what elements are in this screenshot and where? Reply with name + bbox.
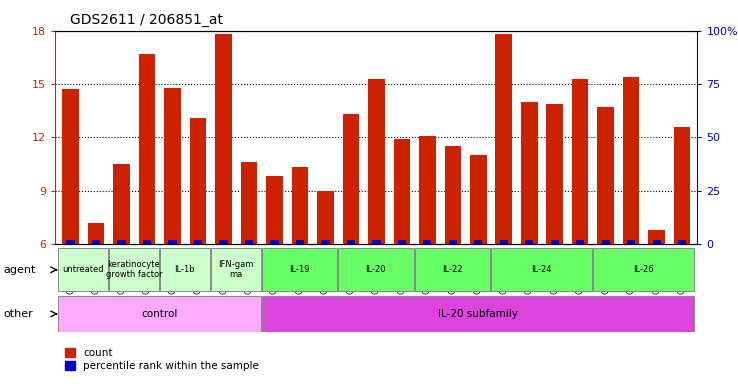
Bar bbox=[521, 102, 537, 244]
Bar bbox=[500, 240, 508, 244]
Bar bbox=[321, 240, 330, 244]
Bar bbox=[419, 136, 435, 244]
Bar bbox=[470, 155, 486, 244]
Bar bbox=[219, 240, 227, 244]
Text: IL-1b: IL-1b bbox=[174, 265, 195, 274]
Bar bbox=[495, 34, 512, 244]
Bar bbox=[593, 248, 694, 291]
Bar bbox=[215, 34, 232, 244]
Bar bbox=[194, 240, 202, 244]
Text: IL-19: IL-19 bbox=[289, 265, 310, 274]
Bar bbox=[393, 139, 410, 244]
Bar bbox=[114, 164, 130, 244]
Bar bbox=[423, 240, 432, 244]
Bar bbox=[678, 240, 686, 244]
Bar bbox=[449, 240, 457, 244]
Bar bbox=[241, 162, 258, 244]
Bar bbox=[368, 79, 384, 244]
Bar bbox=[139, 54, 156, 244]
Legend: count, percentile rank within the sample: count, percentile rank within the sample bbox=[61, 344, 263, 375]
Text: GDS2611 / 206851_at: GDS2611 / 206851_at bbox=[70, 13, 223, 27]
Text: keratinocyte
growth factor: keratinocyte growth factor bbox=[106, 260, 162, 279]
Bar bbox=[168, 240, 176, 244]
Bar bbox=[262, 248, 337, 291]
Bar bbox=[415, 248, 490, 291]
Bar bbox=[601, 240, 610, 244]
Bar bbox=[674, 127, 691, 244]
Bar bbox=[623, 77, 639, 244]
Bar bbox=[576, 240, 584, 244]
Bar bbox=[627, 240, 635, 244]
Bar bbox=[266, 176, 283, 244]
Bar bbox=[62, 89, 79, 244]
Text: IL-22: IL-22 bbox=[442, 265, 463, 274]
Text: IL-26: IL-26 bbox=[633, 265, 654, 274]
Bar bbox=[597, 107, 614, 244]
Bar bbox=[546, 104, 563, 244]
Bar bbox=[109, 248, 159, 291]
Bar bbox=[296, 240, 304, 244]
Bar bbox=[444, 146, 461, 244]
Text: IL-20 subfamily: IL-20 subfamily bbox=[438, 309, 518, 319]
Bar bbox=[270, 240, 279, 244]
Bar bbox=[66, 240, 75, 244]
Bar bbox=[160, 248, 210, 291]
Text: IL-24: IL-24 bbox=[531, 265, 552, 274]
Bar bbox=[474, 240, 483, 244]
Bar bbox=[551, 240, 559, 244]
Bar bbox=[342, 114, 359, 244]
Bar bbox=[652, 240, 661, 244]
Text: IFN-gam
ma: IFN-gam ma bbox=[218, 260, 253, 279]
Bar bbox=[58, 248, 108, 291]
Bar bbox=[347, 240, 355, 244]
Text: other: other bbox=[4, 309, 33, 319]
Bar bbox=[143, 240, 151, 244]
Bar bbox=[262, 296, 694, 332]
Bar bbox=[525, 240, 534, 244]
Bar bbox=[292, 167, 308, 244]
Bar bbox=[211, 248, 261, 291]
Text: untreated: untreated bbox=[62, 265, 103, 274]
Bar bbox=[372, 240, 381, 244]
Bar bbox=[92, 240, 100, 244]
Bar bbox=[317, 190, 334, 244]
Bar bbox=[572, 79, 588, 244]
Bar bbox=[649, 230, 665, 244]
Bar bbox=[58, 296, 261, 332]
Bar bbox=[245, 240, 253, 244]
Text: agent: agent bbox=[4, 265, 36, 275]
Bar bbox=[165, 88, 181, 244]
Bar bbox=[398, 240, 406, 244]
Bar bbox=[190, 118, 207, 244]
Bar bbox=[338, 248, 413, 291]
Bar bbox=[88, 223, 104, 244]
Text: control: control bbox=[141, 309, 178, 319]
Bar bbox=[491, 248, 592, 291]
Bar bbox=[117, 240, 125, 244]
Text: IL-20: IL-20 bbox=[365, 265, 386, 274]
